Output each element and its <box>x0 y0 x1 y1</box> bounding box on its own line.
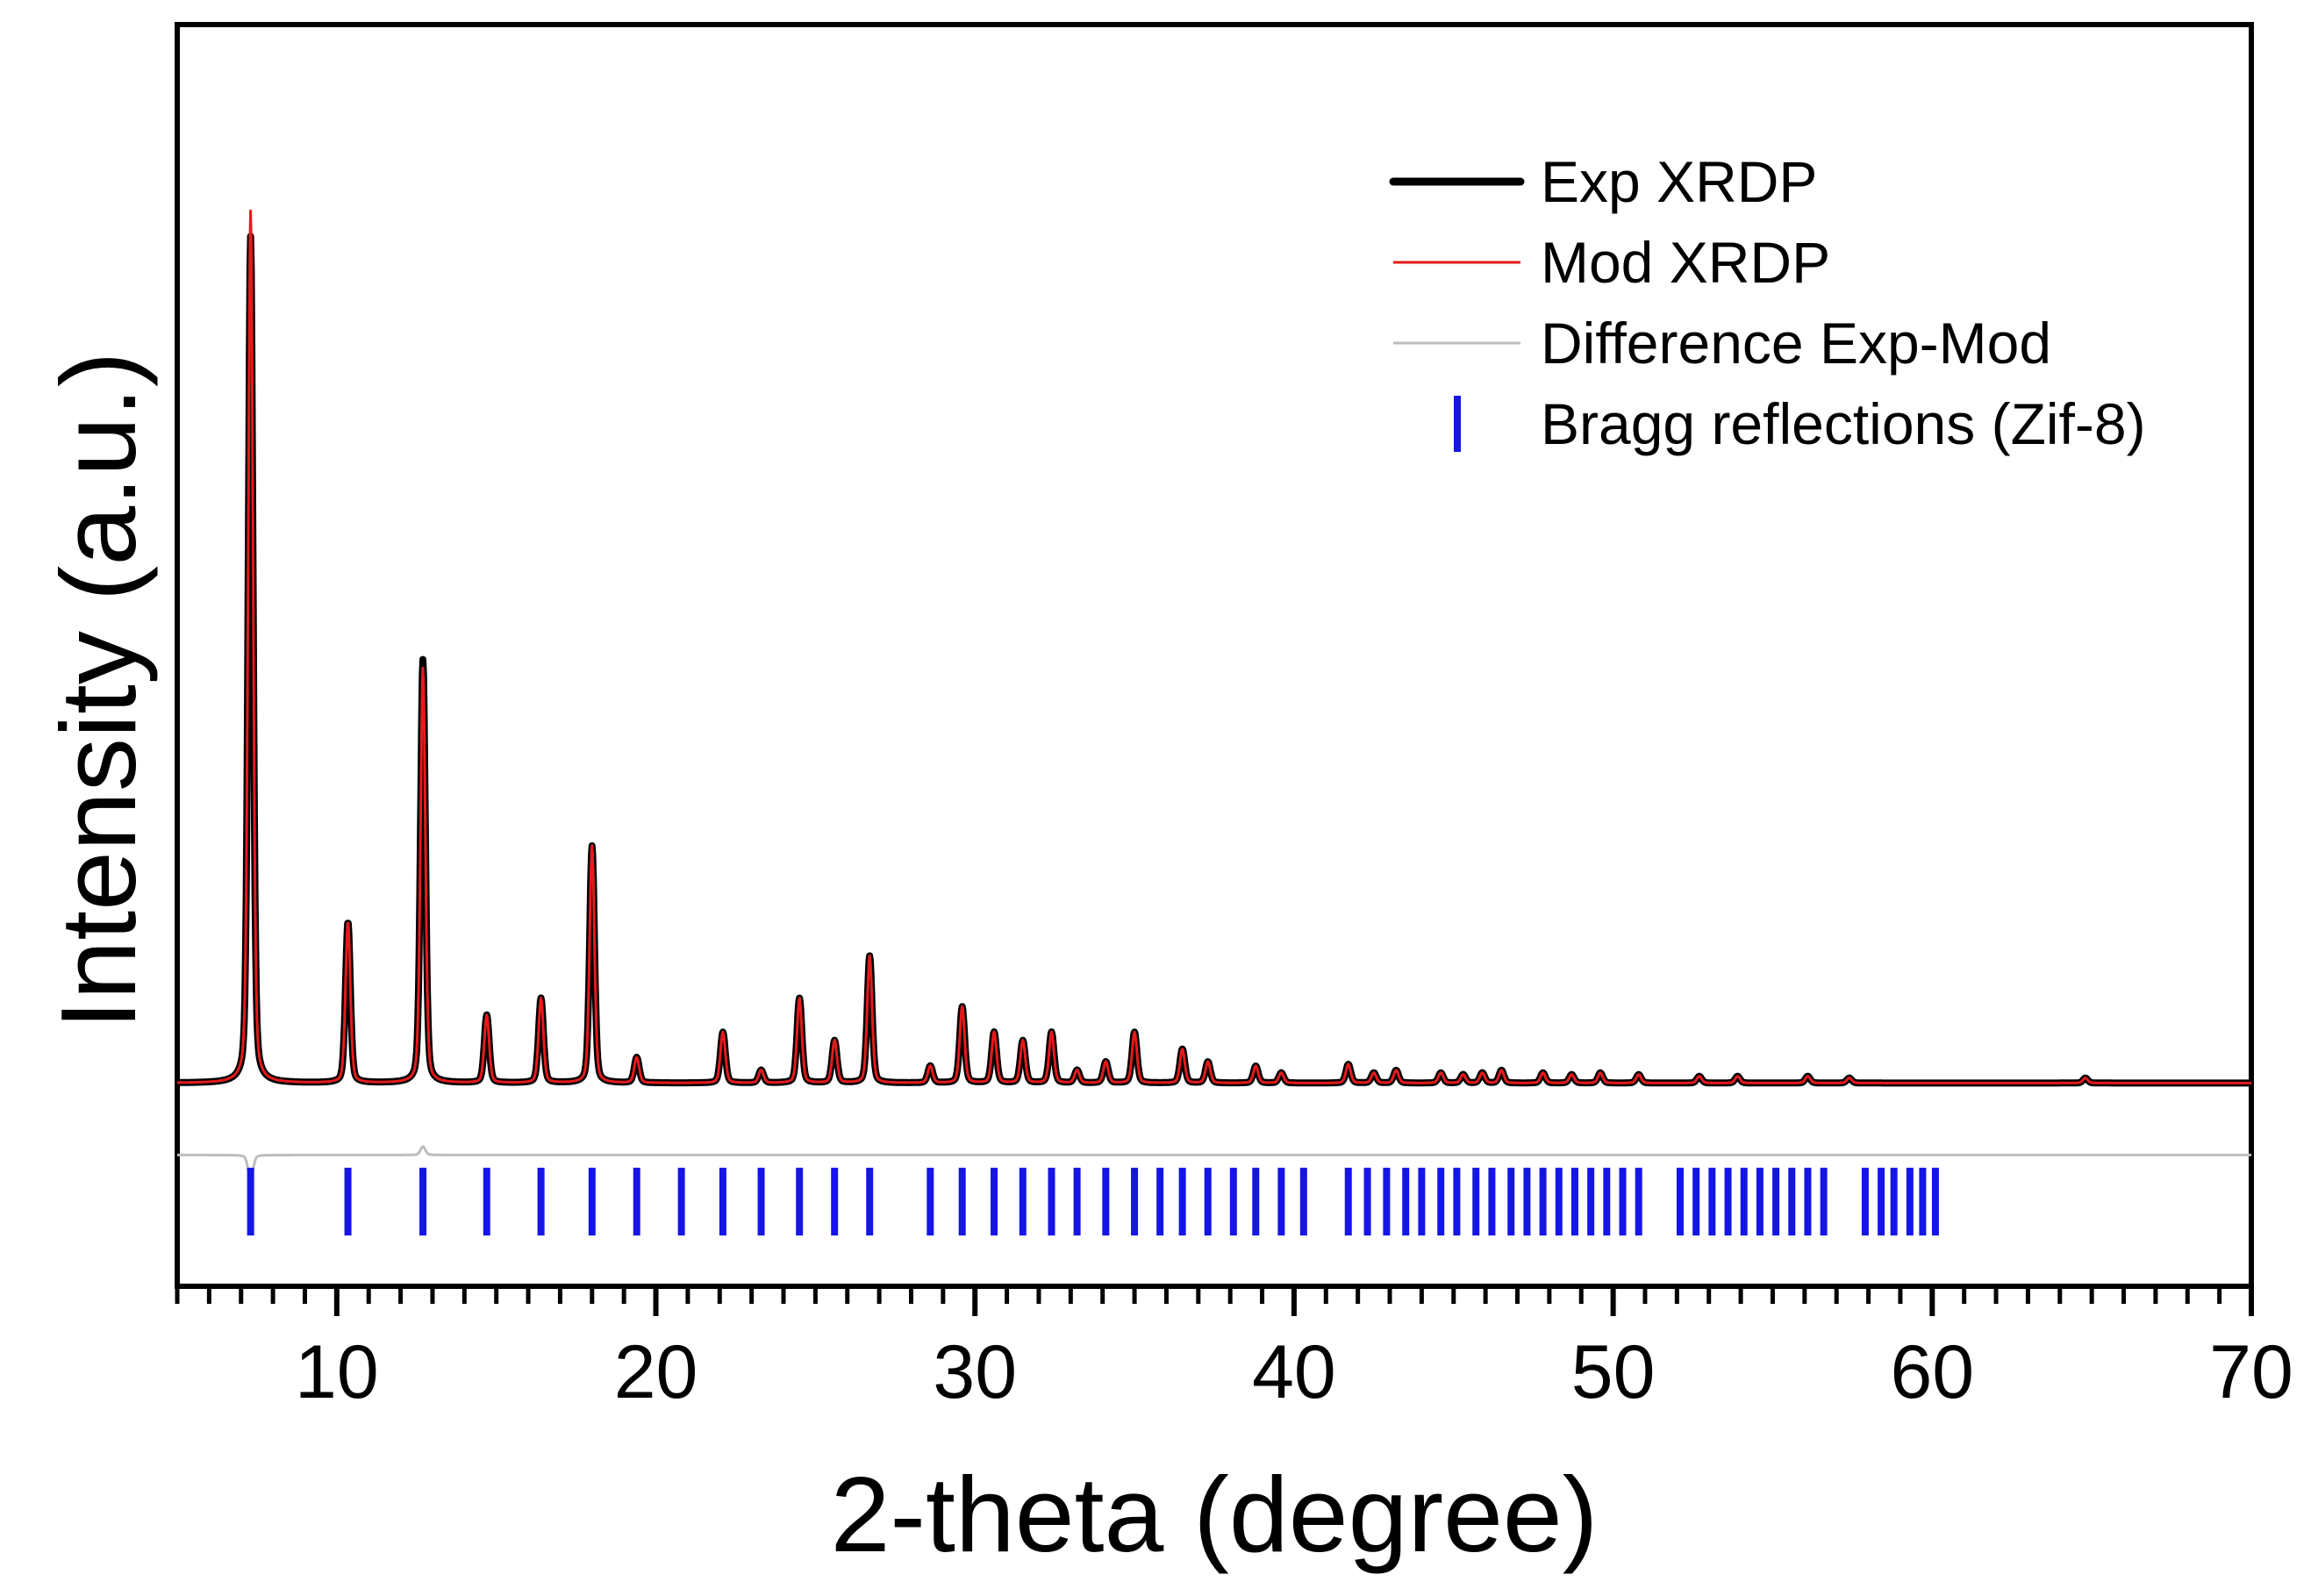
y-axis-title: Intensity (a.u.) <box>39 352 158 1030</box>
bragg-reflection-marks <box>247 1167 1939 1236</box>
x-tick-label: 10 <box>295 1330 379 1414</box>
series-layer <box>174 209 2255 1236</box>
x-tick-labels: 10 20 30 40 50 60 70 <box>295 1330 2293 1414</box>
x-tick-label: 40 <box>1252 1330 1336 1414</box>
x-tick-label: 20 <box>614 1330 698 1414</box>
mod-xrdp-curve <box>176 209 2252 1084</box>
difference-curve <box>177 1145 2251 1184</box>
x-tick-label: 60 <box>1890 1330 1974 1414</box>
x-axis-title: 2-theta (degree) <box>831 1455 1599 1574</box>
x-tick-label: 70 <box>2209 1330 2293 1414</box>
x-tick-label: 50 <box>1571 1330 1656 1414</box>
legend-label-exp-xrdp: Exp XRDP <box>1541 149 1817 214</box>
legend-label-bragg: Bragg reflections (Zif-8) <box>1541 391 2146 456</box>
x-major-ticks <box>333 1286 2254 1316</box>
legend: Exp XRDP Mod XRDP Difference Exp-Mod Bra… <box>1389 149 2146 456</box>
legend-label-difference: Difference Exp-Mod <box>1541 311 2051 376</box>
x-tick-label: 30 <box>933 1330 1017 1414</box>
legend-label-mod-xrdp: Mod XRDP <box>1541 230 1830 295</box>
x-minor-ticks <box>175 1286 2222 1304</box>
plot-frame <box>175 22 2254 1289</box>
